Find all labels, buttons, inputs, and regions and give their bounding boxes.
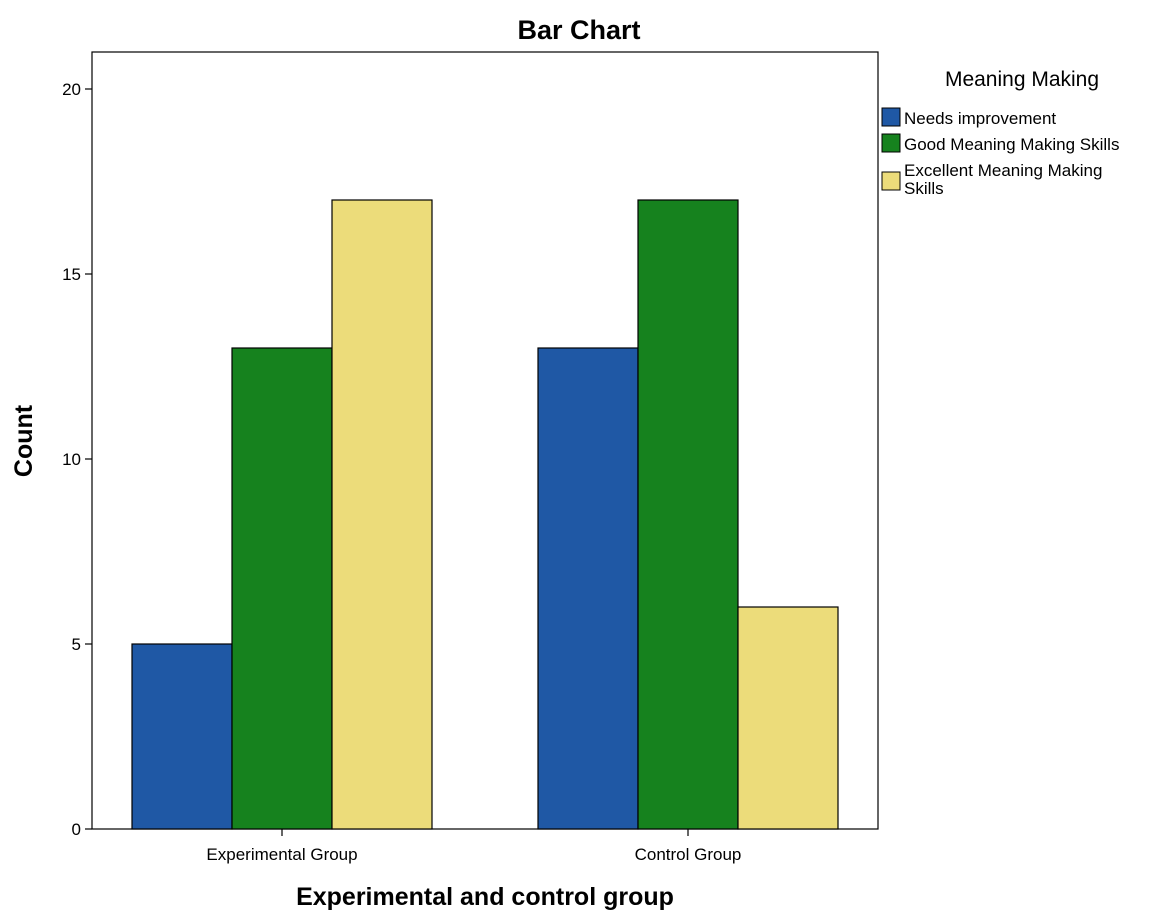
legend: Meaning Making Needs improvement Good Mea… — [881, 68, 1119, 198]
plot-area-frame — [91, 51, 879, 830]
y-tick-label: 15 — [62, 265, 81, 284]
bar — [737, 606, 839, 830]
y-tick-label: 20 — [62, 80, 81, 99]
legend-swatch — [881, 133, 901, 153]
y-axis-title: Count — [10, 404, 38, 477]
legend-title: Meaning Making — [945, 68, 1099, 91]
y-tick-label: 0 — [72, 820, 81, 839]
bar — [331, 199, 433, 830]
x-tick-label: Experimental Group — [206, 845, 357, 864]
x-tick-label: Control Group — [635, 845, 742, 864]
x-axis: Experimental Group Control Group — [206, 829, 741, 864]
bar — [231, 347, 333, 830]
y-tick-label: 5 — [72, 635, 81, 654]
bar — [537, 347, 639, 830]
bars — [131, 199, 839, 830]
bar — [637, 199, 739, 830]
bar — [131, 643, 233, 830]
legend-swatch — [881, 107, 901, 127]
y-axis: 0 5 10 15 20 — [62, 80, 92, 839]
chart-title: Bar Chart — [517, 15, 640, 45]
legend-label: Excellent Meaning Making Skills — [904, 161, 1102, 198]
legend-label: Needs improvement — [904, 109, 1056, 128]
x-axis-title: Experimental and control group — [296, 883, 674, 911]
legend-label: Good Meaning Making Skills — [904, 135, 1119, 154]
legend-swatch — [881, 171, 901, 191]
y-tick-label: 10 — [62, 450, 81, 469]
